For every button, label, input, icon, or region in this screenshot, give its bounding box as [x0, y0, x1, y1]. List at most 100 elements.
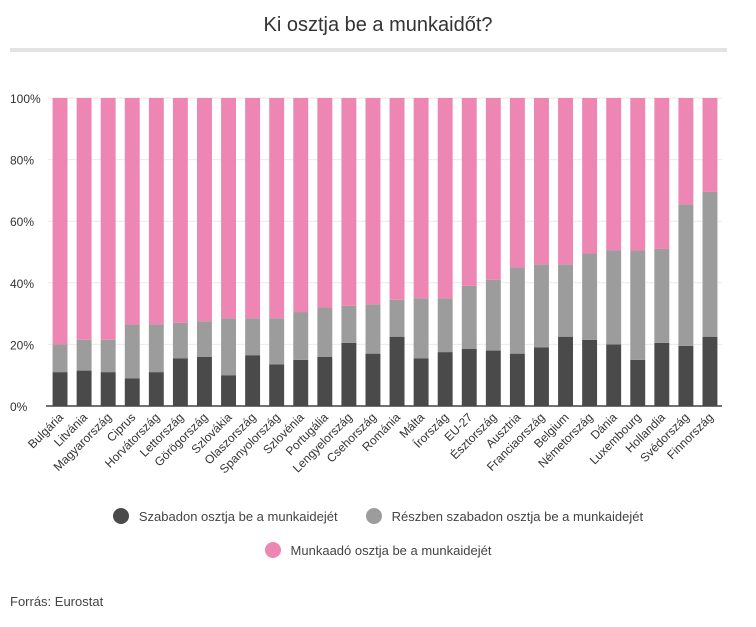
bar-segment [221, 375, 236, 406]
bar-segment [582, 253, 598, 340]
bar-segment [148, 324, 164, 373]
bar-segment [485, 98, 501, 280]
y-tick-label: 60% [10, 215, 34, 229]
bar-segment [509, 98, 525, 268]
bar-segment [389, 98, 405, 300]
bar-segment [148, 372, 164, 406]
bar-segment [654, 248, 670, 343]
legend-row-2: Munkaadó osztja be a munkaidejét [0, 542, 756, 558]
bar-segment [52, 372, 68, 406]
bar-segment [269, 98, 285, 319]
bar-segment [317, 307, 333, 357]
bar-segment [485, 279, 501, 351]
bar-segment [654, 98, 670, 249]
bar-segment [461, 349, 477, 406]
bar-segment [100, 98, 116, 340]
bar-segment [197, 356, 212, 406]
bar-segment [100, 372, 116, 406]
bar-segment [341, 305, 357, 343]
bar-segment [534, 264, 549, 348]
bar-segment [269, 318, 285, 365]
bar-segment [197, 321, 212, 357]
y-tick-label: 100% [10, 92, 41, 106]
bar-segment [221, 318, 236, 376]
bar-segment [630, 250, 646, 360]
bar-segment [76, 339, 92, 371]
bar-segment [558, 336, 573, 406]
title-divider [10, 48, 727, 52]
bar-segment [341, 342, 357, 406]
bar-segment [654, 342, 670, 406]
bar-segment [461, 98, 477, 286]
bar-segment [293, 98, 309, 313]
bar-segment [52, 344, 68, 373]
y-tick-label: 80% [10, 154, 34, 168]
bar-segment [509, 267, 525, 354]
bar-segment [365, 98, 381, 305]
chart-title: Ki osztja be a munkaidőt? [263, 14, 493, 36]
bar-segment [317, 98, 333, 308]
bar-segment [678, 204, 694, 346]
legend-item-employer: Munkaadó osztja be a munkaidejét [264, 542, 492, 558]
bar-segment [702, 191, 718, 337]
bar-segment [630, 98, 646, 251]
bar-segment [678, 345, 694, 406]
bar-segment [413, 98, 429, 299]
y-tick-label: 20% [10, 338, 34, 352]
bar-segment [678, 98, 694, 205]
bar-segment [76, 370, 92, 406]
bar-segment [389, 336, 405, 406]
legend-label-partial: Részben szabadon osztja be a munkaidejét [391, 508, 644, 524]
legend-label-employer: Munkaadó osztja be a munkaidejét [290, 542, 492, 558]
bar-segment [534, 98, 549, 265]
bar-segment [124, 324, 140, 379]
legend-swatch-employer [264, 542, 281, 558]
bar-segment [606, 98, 622, 251]
bar-segment [124, 378, 140, 406]
bar-segment [269, 364, 285, 406]
bar-segment [341, 98, 357, 306]
legend-item-free: Szabadon osztja be a munkaidejét [112, 508, 338, 524]
y-tick-label: 40% [10, 277, 34, 291]
bar-segment [317, 356, 333, 406]
bar-segment [100, 339, 116, 373]
bar-segment [534, 347, 549, 406]
legend-label-free: Szabadon osztja be a munkaidejét [138, 508, 338, 524]
bar-segment [606, 344, 622, 406]
legend-row-1: Szabadon osztja be a munkaidejét Részben… [0, 508, 756, 524]
bar-segment [221, 98, 236, 319]
bar-segment [630, 359, 646, 406]
bar-segment [413, 358, 429, 406]
bar-segment [485, 350, 501, 406]
bar-segment [413, 298, 429, 359]
bar-segment [606, 250, 622, 345]
bar-segment [52, 98, 68, 345]
bar-segment [124, 98, 140, 325]
bar-segment [148, 98, 164, 325]
bar-segment [389, 299, 405, 337]
bar-segment [702, 336, 718, 406]
bar-segment [245, 318, 261, 356]
bar-segment [558, 98, 573, 265]
bar-segment [365, 304, 381, 354]
bar-segment [365, 353, 381, 406]
bar-segment [245, 98, 261, 319]
bar-segment [245, 355, 261, 406]
bar-segment [172, 98, 188, 323]
bar-segment [293, 359, 309, 406]
y-tick-label: 0% [10, 400, 28, 414]
bar-segment [76, 98, 92, 340]
bar-segment [558, 264, 573, 337]
bar-segment [461, 285, 477, 350]
bar-segment [582, 98, 598, 254]
source-note: Forrás: Eurostat [10, 594, 104, 609]
legend-swatch-free [112, 508, 129, 524]
bar-segment [293, 312, 309, 360]
bar-segment [437, 352, 453, 406]
bar-segment [172, 322, 188, 359]
bar-segment [702, 98, 718, 192]
legend-swatch-partial [365, 508, 382, 524]
bar-segment [437, 298, 453, 353]
bar-segment [437, 98, 453, 299]
bar-segment [197, 98, 212, 322]
